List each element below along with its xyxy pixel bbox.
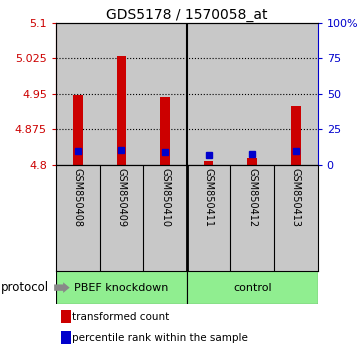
Text: protocol: protocol <box>1 281 49 294</box>
Bar <box>204 161 213 165</box>
Text: GSM850413: GSM850413 <box>291 168 301 227</box>
FancyBboxPatch shape <box>56 271 187 304</box>
Title: GDS5178 / 1570058_at: GDS5178 / 1570058_at <box>106 8 268 22</box>
Bar <box>73 95 83 165</box>
Bar <box>61 331 71 343</box>
Text: GSM850410: GSM850410 <box>160 168 170 227</box>
Text: PBEF knockdown: PBEF knockdown <box>74 282 169 293</box>
Bar <box>61 310 71 323</box>
Text: transformed count: transformed count <box>72 312 169 322</box>
Bar <box>247 158 257 165</box>
Text: percentile rank within the sample: percentile rank within the sample <box>72 332 248 343</box>
Text: GSM850409: GSM850409 <box>116 168 126 227</box>
Text: GSM850411: GSM850411 <box>204 168 214 227</box>
Bar <box>117 56 126 165</box>
Bar <box>291 106 301 165</box>
FancyBboxPatch shape <box>187 271 318 304</box>
Text: GSM850408: GSM850408 <box>73 168 83 227</box>
Text: GSM850412: GSM850412 <box>247 168 257 227</box>
Text: control: control <box>233 282 271 293</box>
Bar <box>160 97 170 165</box>
